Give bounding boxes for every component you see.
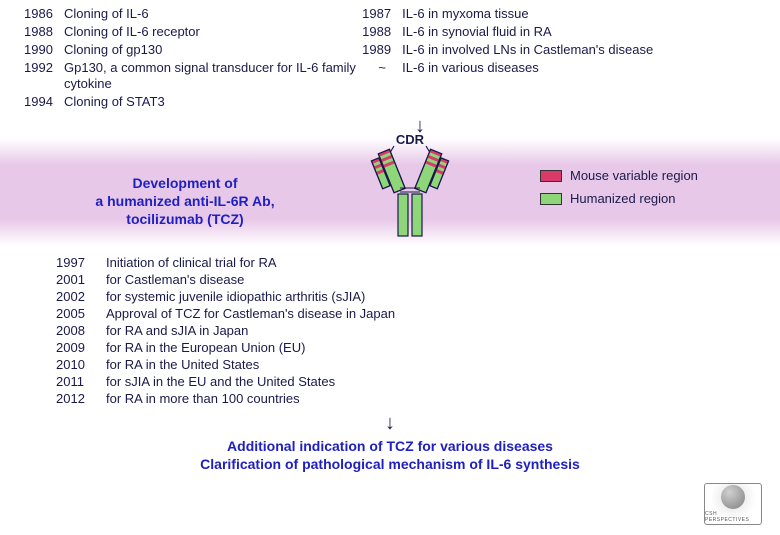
- globe-icon: [721, 485, 745, 509]
- event-text: for sJIA in the EU and the United States: [106, 373, 335, 390]
- year: 2009: [56, 339, 106, 356]
- timeline-row: 2010 for RA in the United States: [56, 356, 760, 373]
- title-line: tocilizumab (TCZ): [126, 211, 243, 227]
- legend: Mouse variable region Humanized region: [540, 168, 698, 206]
- csh-logo: CSH PERSPECTIVES: [704, 483, 762, 525]
- year: 1994: [24, 94, 64, 110]
- event-text: for RA in the European Union (EU): [106, 339, 305, 356]
- development-banner: Development of a humanized anti-IL-6R Ab…: [0, 138, 780, 246]
- year: 1992: [24, 60, 64, 92]
- event-text: IL-6 in synovial fluid in RA: [402, 24, 760, 40]
- timeline-row: ~ IL-6 in various diseases: [362, 60, 760, 76]
- timeline-row: 1997 Initiation of clinical trial for RA: [56, 254, 760, 271]
- timeline-row: 1990 Cloning of gp130: [24, 42, 362, 58]
- cdr-label: CDR: [350, 132, 470, 147]
- timeline-row: 2001 for Castleman's disease: [56, 271, 760, 288]
- event-text: IL-6 in myxoma tissue: [402, 6, 760, 22]
- event-text: for Castleman's disease: [106, 271, 244, 288]
- conclusion-line: Clarification of pathological mechanism …: [200, 456, 580, 472]
- year: 2012: [56, 390, 106, 407]
- timeline-row: 1994 Cloning of STAT3: [24, 94, 362, 110]
- title-line: a humanized anti-IL-6R Ab,: [95, 193, 274, 209]
- timeline-row: 1992 Gp130, a common signal transducer f…: [24, 60, 362, 92]
- legend-swatch-humanized: [540, 193, 562, 205]
- timeline-row: 2008 for RA and sJIA in Japan: [56, 322, 760, 339]
- timeline-row: 1989 IL-6 in involved LNs in Castleman's…: [362, 42, 760, 58]
- timeline-row: 2012 for RA in more than 100 countries: [56, 390, 760, 407]
- year: 1987: [362, 6, 402, 22]
- conclusion-text: Additional indication of TCZ for various…: [0, 437, 780, 473]
- year: 2008: [56, 322, 106, 339]
- year: 2005: [56, 305, 106, 322]
- top-right-column: 1987 IL-6 in myxoma tissue 1988 IL-6 in …: [362, 6, 760, 110]
- timeline-row: 2011 for sJIA in the EU and the United S…: [56, 373, 760, 390]
- event-text: Cloning of STAT3: [64, 94, 362, 110]
- bottom-timeline-section: 1997 Initiation of clinical trial for RA…: [0, 246, 780, 407]
- timeline-row: 2009 for RA in the European Union (EU): [56, 339, 760, 356]
- year: 1989: [362, 42, 402, 58]
- top-timeline-section: 1986 Cloning of IL-6 1988 Cloning of IL-…: [0, 0, 780, 110]
- antibody-diagram: CDR: [350, 132, 470, 252]
- top-left-column: 1986 Cloning of IL-6 1988 Cloning of IL-…: [24, 6, 362, 110]
- year: 2011: [56, 373, 106, 390]
- antibody-icon: [350, 132, 470, 252]
- legend-swatch-mouse: [540, 170, 562, 182]
- event-text: for RA in the United States: [106, 356, 259, 373]
- event-text: for RA and sJIA in Japan: [106, 322, 248, 339]
- year: 1988: [362, 24, 402, 40]
- year: 1986: [24, 6, 64, 22]
- event-text: for systemic juvenile idiopathic arthrit…: [106, 288, 365, 305]
- event-text: Cloning of IL-6 receptor: [64, 24, 362, 40]
- year: 1997: [56, 254, 106, 271]
- arrow-down-icon: ↓: [0, 413, 780, 433]
- logo-text: CSH PERSPECTIVES: [705, 511, 761, 523]
- event-text: Gp130, a common signal transducer for IL…: [64, 60, 362, 92]
- legend-row: Mouse variable region: [540, 168, 698, 183]
- year: ~: [362, 60, 402, 76]
- legend-label: Mouse variable region: [570, 168, 698, 183]
- timeline-row: 2002 for systemic juvenile idiopathic ar…: [56, 288, 760, 305]
- event-text: Cloning of gp130: [64, 42, 362, 58]
- year: 2001: [56, 271, 106, 288]
- timeline-row: 1987 IL-6 in myxoma tissue: [362, 6, 760, 22]
- year: 2002: [56, 288, 106, 305]
- banner-title: Development of a humanized anti-IL-6R Ab…: [70, 174, 300, 228]
- event-text: IL-6 in various diseases: [402, 60, 760, 76]
- year: 2010: [56, 356, 106, 373]
- event-text: IL-6 in involved LNs in Castleman's dise…: [402, 42, 760, 58]
- timeline-row: 1988 IL-6 in synovial fluid in RA: [362, 24, 760, 40]
- title-line: Development of: [132, 175, 237, 191]
- timeline-row: 1986 Cloning of IL-6: [24, 6, 362, 22]
- year: 1990: [24, 42, 64, 58]
- event-text: Approval of TCZ for Castleman's disease …: [106, 305, 395, 322]
- conclusion-line: Additional indication of TCZ for various…: [227, 438, 553, 454]
- event-text: Cloning of IL-6: [64, 6, 362, 22]
- timeline-row: 1988 Cloning of IL-6 receptor: [24, 24, 362, 40]
- event-text: for RA in more than 100 countries: [106, 390, 300, 407]
- event-text: Initiation of clinical trial for RA: [106, 254, 277, 271]
- legend-row: Humanized region: [540, 191, 698, 206]
- year: 1988: [24, 24, 64, 40]
- timeline-row: 2005 Approval of TCZ for Castleman's dis…: [56, 305, 760, 322]
- legend-label: Humanized region: [570, 191, 676, 206]
